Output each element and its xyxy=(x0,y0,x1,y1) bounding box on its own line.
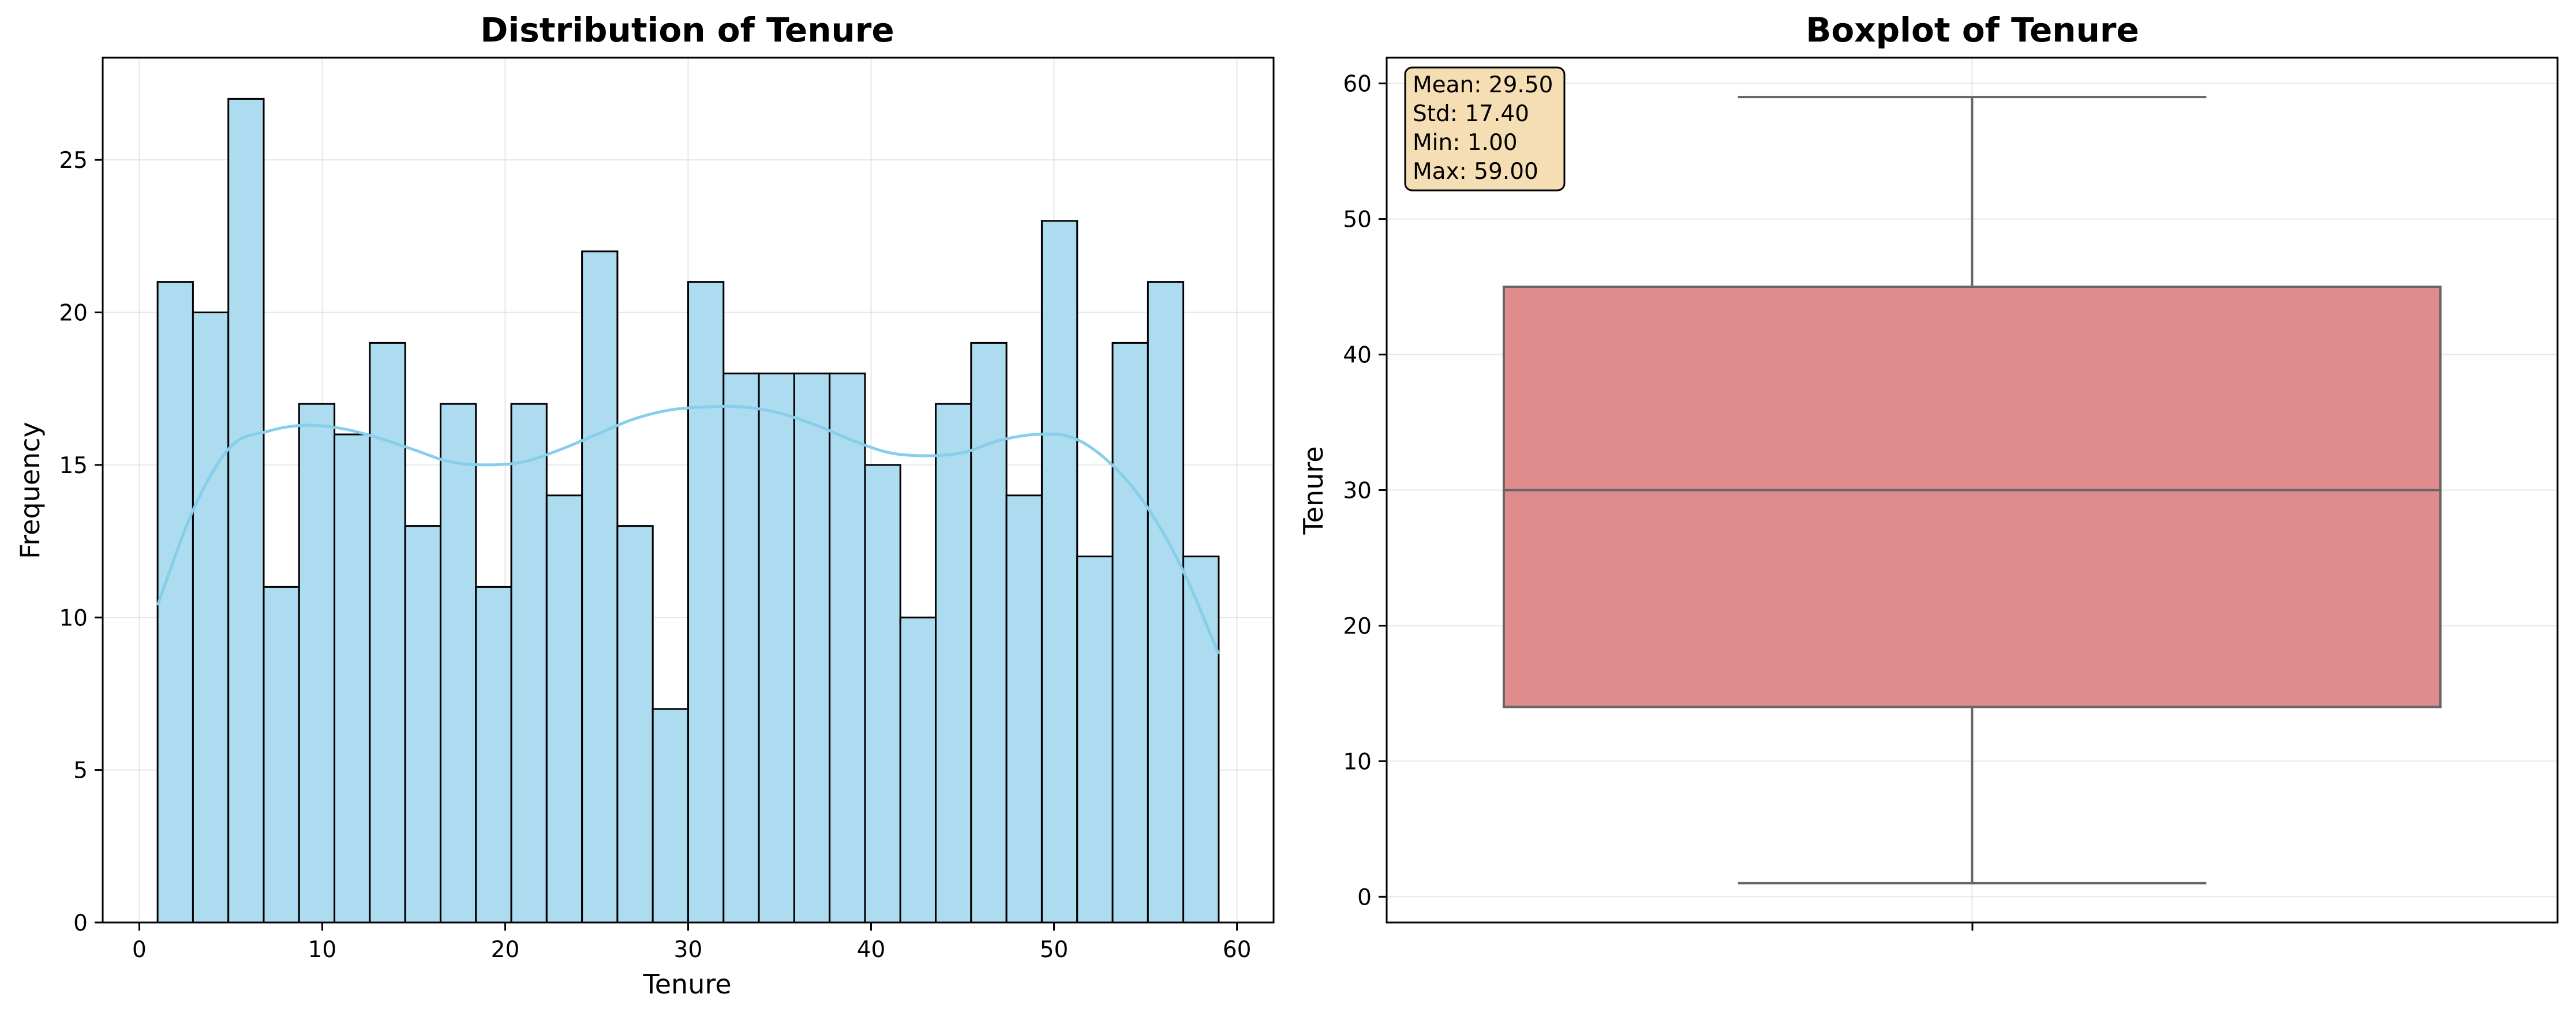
histogram-bar xyxy=(156,281,194,924)
y-tick-label: 20 xyxy=(1343,613,1372,639)
stats-min: Min: 1.00 xyxy=(1413,130,1518,156)
histogram-bar xyxy=(616,525,654,924)
histogram-bar xyxy=(475,586,512,924)
histogram-bar xyxy=(1182,556,1220,924)
histogram-bar xyxy=(829,372,866,924)
histogram-bar xyxy=(793,372,831,924)
x-tick-label: 30 xyxy=(674,937,703,963)
y-tick-label: 0 xyxy=(73,910,88,936)
boxplot-elements xyxy=(1502,96,2442,884)
x-tick-label: 20 xyxy=(491,937,520,963)
stats-std: Std: 17.40 xyxy=(1413,101,1529,127)
y-tick-label: 40 xyxy=(1343,343,1372,369)
histogram-bar xyxy=(1005,494,1043,924)
histogram-bar xyxy=(545,494,583,924)
stats-box-background xyxy=(1404,66,1566,192)
x-tick-label: 0 xyxy=(132,937,147,963)
histogram-bar xyxy=(581,250,619,924)
boxplot-panel: Boxplot of Tenure 0 10 20 30 40 50 60 Tenure M… xyxy=(1298,10,2559,931)
histogram-bar xyxy=(899,616,937,924)
stats-max: Max: 59.00 xyxy=(1413,159,1538,185)
stats-box: Mean: 29.50 Std: 17.40 Min: 1.00 Max: 59… xyxy=(1404,66,1566,192)
y-tick-label: 30 xyxy=(1343,478,1372,504)
histogram-bar xyxy=(864,464,901,924)
y-tick-label: 25 xyxy=(59,148,88,174)
x-tick-label: 60 xyxy=(1223,937,1252,963)
histogram-bar xyxy=(1040,220,1079,924)
histogram-x-ticks: 0 10 20 30 40 50 60 xyxy=(132,922,1251,963)
histogram-bar xyxy=(439,403,477,924)
histogram-bar xyxy=(687,281,725,924)
y-tick-label: 60 xyxy=(1343,72,1372,97)
boxplot-y-label: Tenure xyxy=(1298,446,1329,535)
histogram-y-label: Frequency xyxy=(14,422,46,559)
histogram-bars xyxy=(156,97,1220,924)
histogram-bar xyxy=(970,342,1008,924)
histogram-bar xyxy=(334,433,371,924)
histogram-bar xyxy=(510,403,548,924)
histogram-bar xyxy=(404,525,441,924)
x-tick-label: 10 xyxy=(308,937,337,963)
kde-curve xyxy=(156,404,1220,655)
histogram-y-ticks: 0 5 10 15 20 25 xyxy=(59,148,103,936)
histogram-bar xyxy=(298,403,336,924)
histogram-bar xyxy=(227,97,265,924)
x-tick-label: 50 xyxy=(1040,937,1069,963)
histogram-bar xyxy=(263,586,300,924)
stats-mean: Mean: 29.50 xyxy=(1413,72,1553,98)
histogram-bar xyxy=(1147,281,1185,924)
histogram-bar xyxy=(1076,556,1114,924)
y-tick-label: 0 xyxy=(1357,884,1372,910)
x-tick-label: 40 xyxy=(857,937,886,963)
boxplot-y-ticks: 0 10 20 30 40 50 60 xyxy=(1343,72,1387,910)
y-tick-label: 5 xyxy=(73,758,88,784)
histogram-bar xyxy=(192,312,230,924)
boxplot-title: Boxplot of Tenure xyxy=(1806,10,2139,50)
histogram-bar xyxy=(722,372,760,924)
histogram-bar xyxy=(935,403,972,924)
iqr-box xyxy=(1502,286,2442,708)
y-tick-label: 20 xyxy=(59,301,88,327)
histogram-bar xyxy=(758,372,795,924)
histogram-bar xyxy=(1111,342,1149,924)
histogram-bar xyxy=(369,342,406,924)
histogram-panel: Distribution of Tenure 0 10 20 30 40 50 60 0 5 1… xyxy=(14,10,1275,1000)
y-tick-label: 15 xyxy=(59,453,88,479)
histogram-bar xyxy=(652,708,690,924)
histogram-title: Distribution of Tenure xyxy=(480,10,894,50)
y-tick-label: 50 xyxy=(1343,207,1372,233)
y-tick-label: 10 xyxy=(1343,749,1372,775)
y-tick-label: 10 xyxy=(59,605,88,631)
histogram-x-label: Tenure xyxy=(642,969,731,1000)
